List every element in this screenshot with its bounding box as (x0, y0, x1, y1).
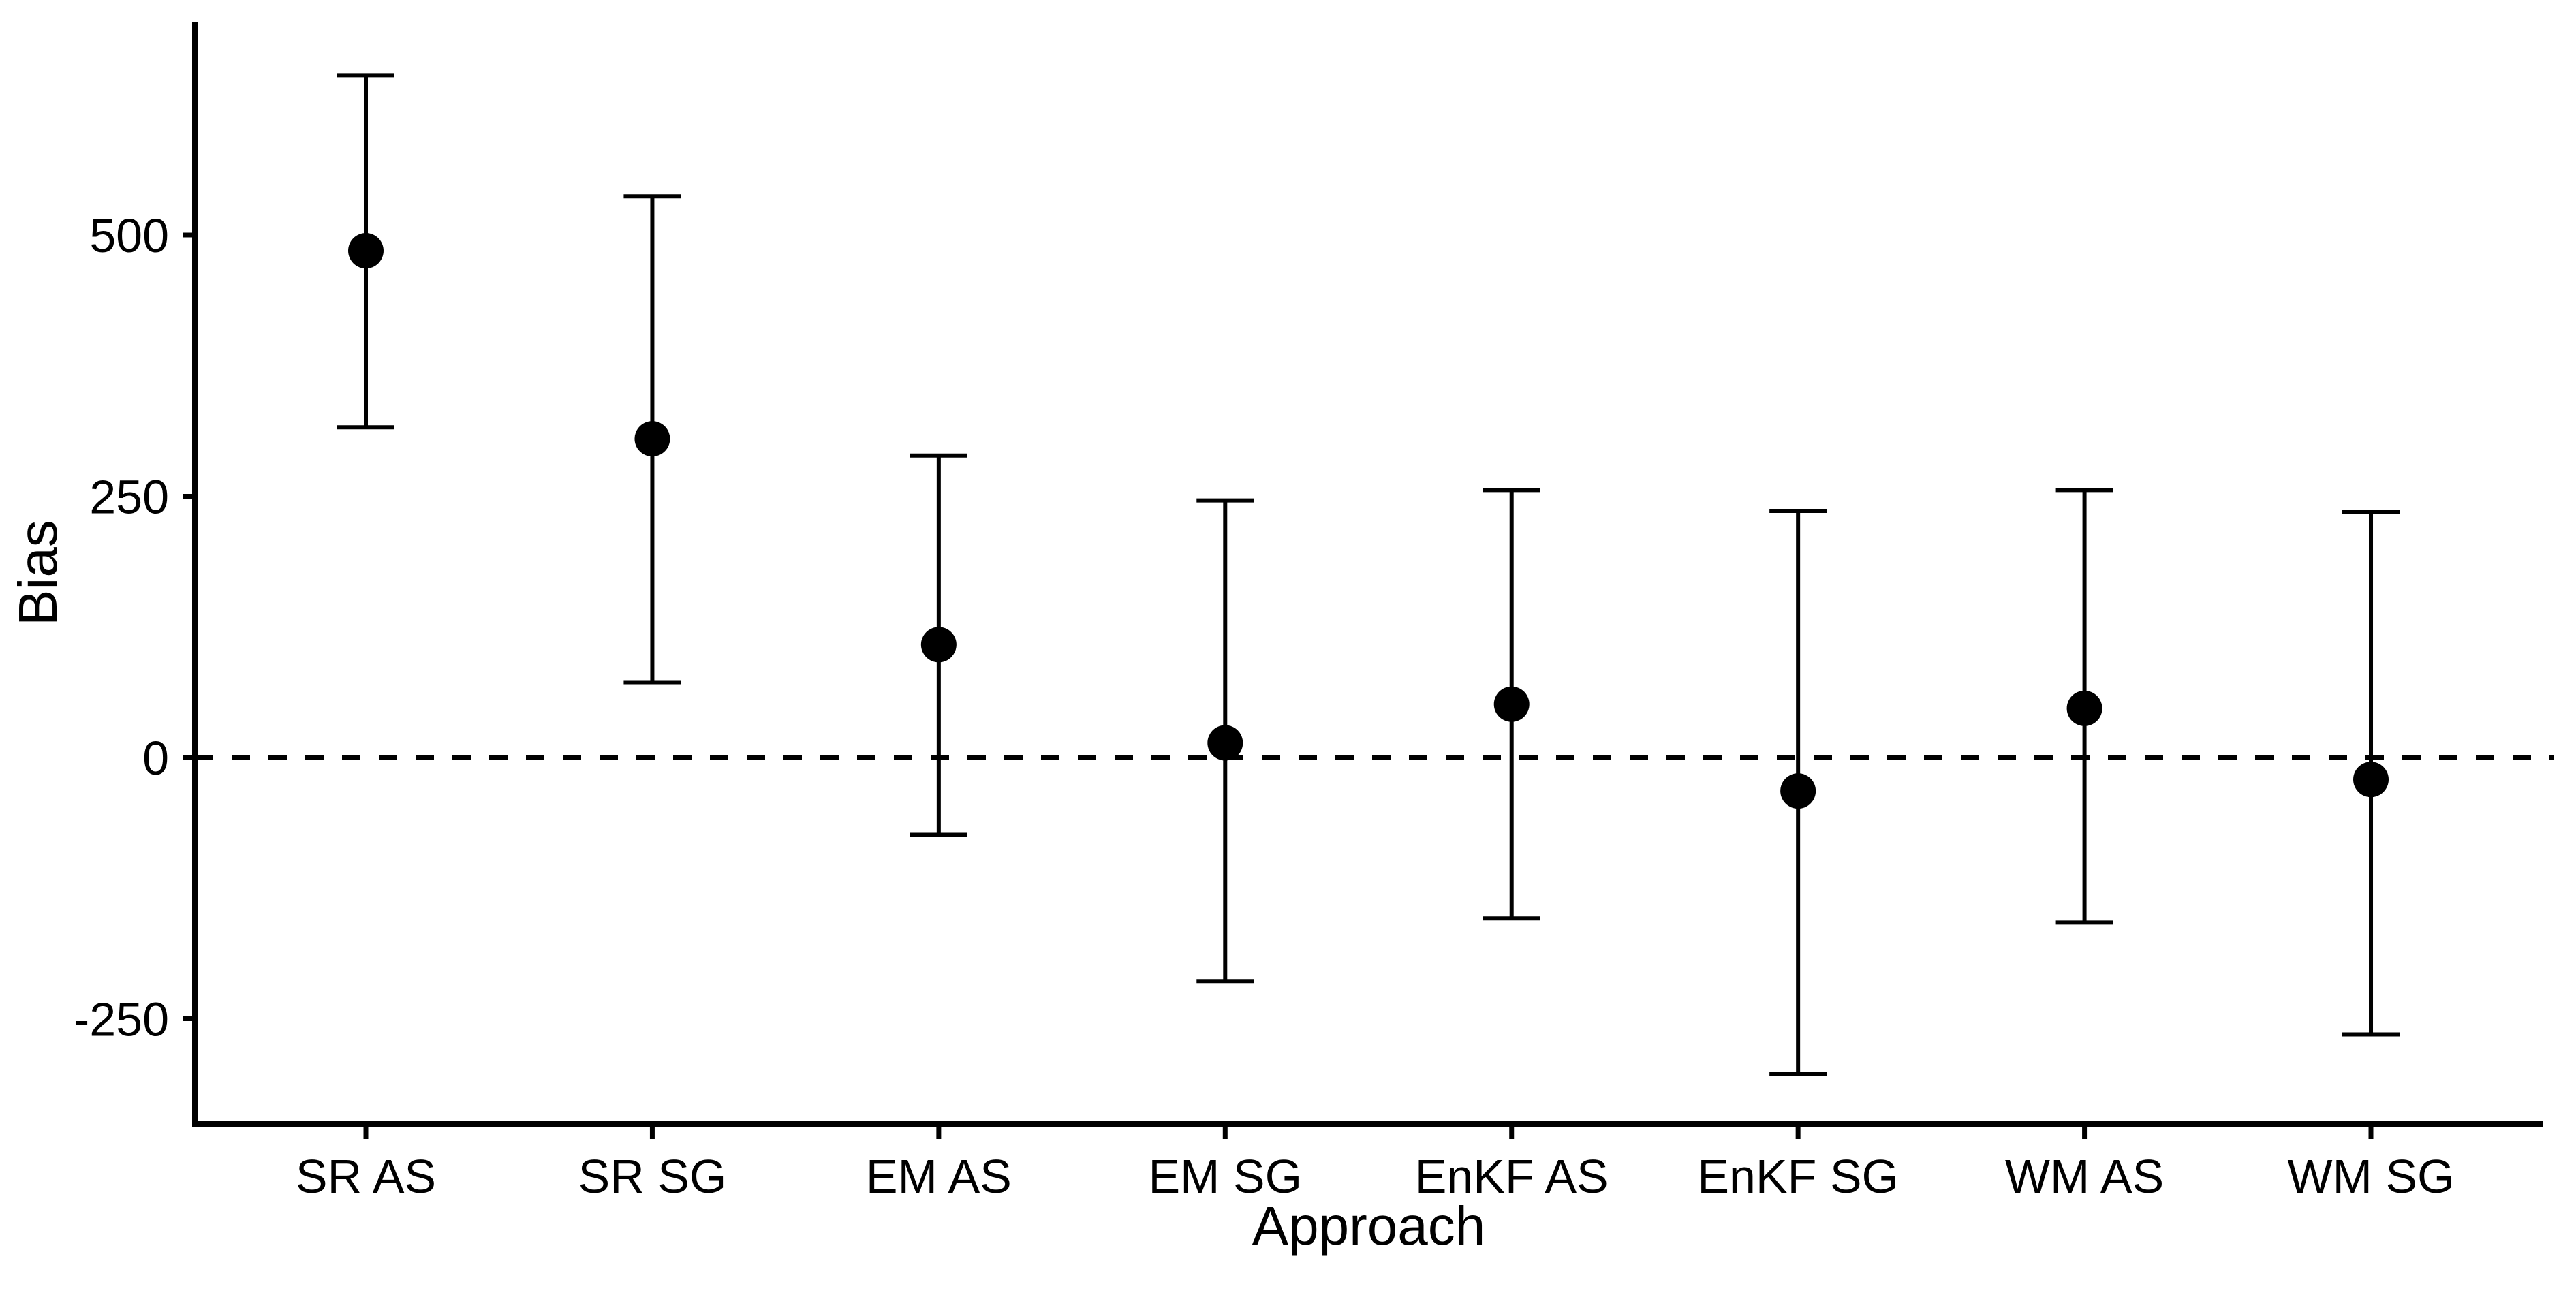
pointrange-enkf-sg (1769, 508, 1827, 1076)
x-tick-label-sr-as: SR AS (296, 1150, 436, 1203)
x-tick-label-sr-sg: SR SG (578, 1150, 727, 1203)
pointrange-sr-as (337, 73, 394, 430)
x-tick-label-em-as: EM AS (866, 1150, 1012, 1203)
point-estimate (2353, 762, 2389, 798)
x-axis-title: Approach (1252, 1196, 1485, 1256)
x-tick-label-enkf-as: EnKF AS (1415, 1150, 1609, 1203)
pointrange-wm-sg (2342, 510, 2400, 1037)
axes-layer: 500 250 0 -250 SR AS SR SG EM AS EM SG EnKF AS En… (74, 22, 2543, 1203)
pointrange-sr-sg (623, 194, 681, 685)
point-estimate (1493, 686, 1530, 722)
series-layer (337, 73, 2400, 1076)
y-axis-title: Bias (7, 520, 68, 626)
pointrange-em-sg (1196, 498, 1254, 984)
pointrange-wm-as (2055, 488, 2113, 925)
x-tick-label-wm-sg: WM SG (2288, 1150, 2455, 1203)
x-tick-label-enkf-sg: EnKF SG (1697, 1150, 1899, 1203)
point-estimate (634, 421, 670, 457)
pointrange-em-as (910, 453, 967, 837)
y-tick-label-500: 500 (89, 209, 169, 262)
point-estimate (2066, 690, 2102, 726)
point-estimate (348, 233, 384, 269)
y-tick-label-250: 250 (89, 471, 169, 524)
point-estimate (920, 627, 957, 663)
x-tick-label-em-sg: EM SG (1148, 1150, 1302, 1203)
point-estimate (1207, 725, 1243, 761)
x-tick-label-wm-as: WM AS (2005, 1150, 2164, 1203)
y-tick-label-0: 0 (142, 732, 169, 785)
point-estimate (1780, 773, 1816, 809)
pointrange-enkf-as (1483, 488, 1540, 921)
y-tick-label--250: -250 (74, 993, 169, 1046)
